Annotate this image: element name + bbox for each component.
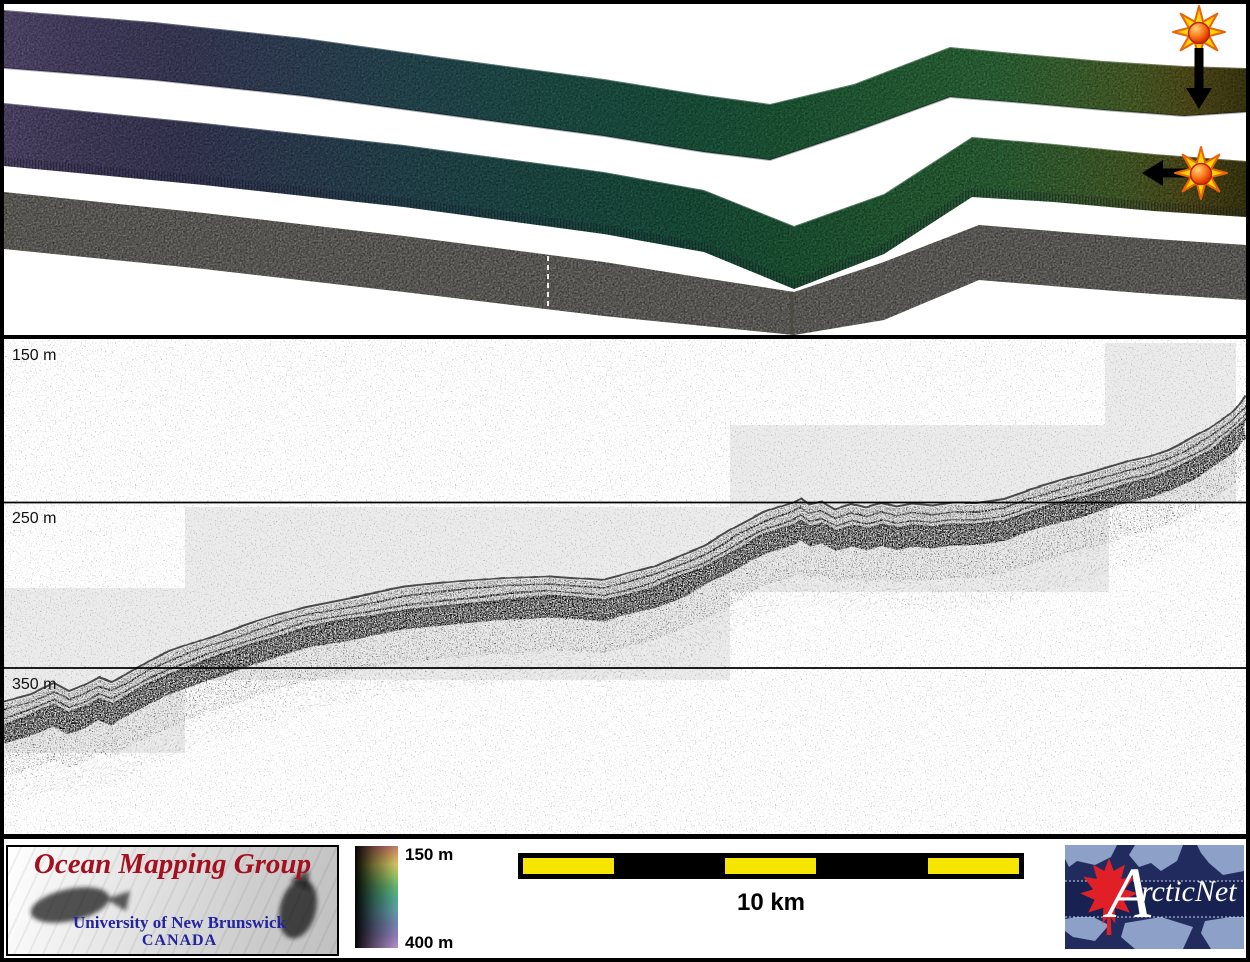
depth-gridlines [4, 501, 1246, 669]
scale-bar-segment [523, 858, 614, 874]
arcticnet-name: rcticNet [1141, 875, 1237, 908]
omg-subtitle: University of New Brunswick [73, 913, 286, 932]
seafloor-reflection [4, 395, 1246, 807]
depth-label-150m: 150 m [12, 347, 57, 364]
sun-icon-illumination-left [1174, 146, 1228, 200]
ocean-mapping-group-logo: Ocean Mapping Group University of New Br… [6, 845, 339, 956]
maple-leaf-icon [1080, 858, 1138, 935]
swath-imagery-panel [4, 4, 1246, 335]
depth-label-350m: 350 m [12, 676, 57, 693]
depth-colorbar [355, 846, 398, 948]
colorbar-label-bottom: 400 m [405, 933, 454, 952]
scale-bar [518, 853, 1024, 879]
omg-country: CANADA [141, 932, 218, 949]
subbottom-profile-panel: 150 m 250 m 350 m [4, 339, 1246, 834]
arrow-down-icon [1186, 48, 1212, 109]
scale-bar-label: 10 km [736, 889, 806, 916]
omg-title: Ocean Mapping Group [33, 848, 312, 880]
depth-label-250m: 250 m [12, 510, 57, 527]
arctic-map-landmasses [1065, 845, 1244, 949]
logo-fish-shapes [30, 869, 317, 939]
arcticnet-initial: A [1107, 853, 1151, 933]
scale-bar-segment [928, 858, 1019, 874]
colorbar-label-top: 150 m [405, 845, 454, 864]
figure-footer: Ocean Mapping Group University of New Br… [4, 839, 1246, 958]
logo-texture [8, 847, 337, 954]
arcticnet-logo: A rcticNet [1065, 845, 1244, 949]
scale-bar-segment [725, 858, 816, 874]
